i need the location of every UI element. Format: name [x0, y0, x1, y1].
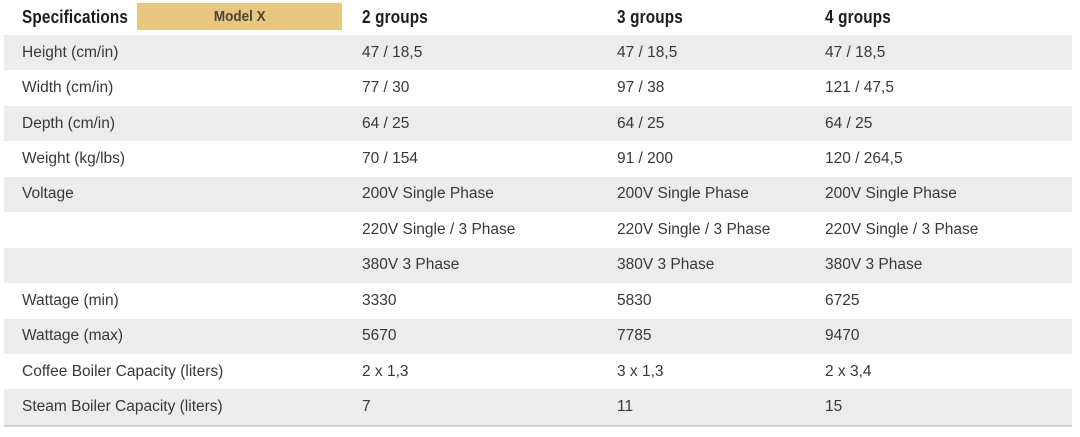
value-4-groups: 121 / 47,5: [825, 79, 894, 97]
value-3-groups: 380V 3 Phase: [617, 256, 715, 274]
row-label: Width (cm/in): [22, 79, 114, 97]
value-3-groups: 220V Single / 3 Phase: [617, 220, 771, 238]
value-2-groups: 7: [362, 398, 371, 416]
value-2-groups: 380V 3 Phase: [362, 256, 460, 274]
value-2-groups: 5670: [362, 327, 397, 345]
specifications-heading: Specifications: [22, 7, 129, 27]
table-header-row: Specifications 2 groups 3 groups 4 group…: [4, 0, 1072, 35]
value-3-groups: 7785: [617, 327, 652, 345]
row-label: Height (cm/in): [22, 43, 119, 61]
value-4-groups: 15: [825, 398, 843, 416]
value-3-groups: 5830: [617, 291, 652, 309]
value-4-groups: 2 x 3,4: [825, 362, 872, 380]
table-row: Width (cm/in) 77 / 30 97 / 38 121 / 47,5: [4, 70, 1072, 106]
value-2-groups: 70 / 154: [362, 150, 419, 168]
header-cell-specifications: Specifications: [4, 7, 362, 28]
table-row: Height (cm/in) 47 / 18,5 47 / 18,5 47 / …: [4, 35, 1072, 71]
table-row: Wattage (max) 5670 7785 9470: [4, 318, 1072, 354]
table-bottom-border: [4, 424, 1072, 427]
value-3-groups: 11: [617, 398, 634, 416]
value-3-groups: 47 / 18,5: [617, 43, 678, 61]
table-row: Depth (cm/in) 64 / 25 64 / 25 64 / 25: [4, 105, 1072, 142]
value-3-groups: 200V Single Phase: [617, 185, 749, 203]
row-label: Steam Boiler Capacity (liters): [22, 398, 223, 416]
table-row: Coffee Boiler Capacity (liters) 2 x 1,3 …: [4, 353, 1072, 390]
row-label: Wattage (min): [22, 291, 119, 309]
value-4-groups: 380V 3 Phase: [825, 256, 923, 274]
value-2-groups: 200V Single Phase: [362, 185, 494, 203]
row-label: Weight (kg/lbs): [22, 150, 126, 168]
value-3-groups: 97 / 38: [617, 79, 665, 97]
table-row: Steam Boiler Capacity (liters) 7 11 15: [4, 389, 1072, 425]
value-4-groups: 64 / 25: [825, 114, 873, 132]
column-header-4-groups: 4 groups: [825, 7, 891, 27]
header-cell-4-groups: 4 groups: [825, 7, 1072, 28]
model-x-badge: Model X: [137, 3, 342, 30]
model-x-badge-label: Model X: [213, 8, 266, 25]
value-4-groups: 120 / 264,5: [825, 150, 903, 168]
value-3-groups: 91 / 200: [617, 150, 674, 168]
row-label: Depth (cm/in): [22, 114, 116, 132]
row-label: Coffee Boiler Capacity (liters): [22, 362, 224, 380]
value-3-groups: 3 x 1,3: [617, 362, 664, 380]
table-row: Voltage 200V Single Phase 200V Single Ph…: [4, 176, 1072, 213]
value-2-groups: 3330: [362, 291, 397, 309]
table-row: 220V Single / 3 Phase 220V Single / 3 Ph…: [4, 212, 1072, 248]
header-cell-3-groups: 3 groups: [617, 7, 825, 28]
value-2-groups: 2 x 1,3: [362, 362, 409, 380]
value-2-groups: 77 / 30: [362, 79, 410, 97]
value-3-groups: 64 / 25: [617, 114, 665, 132]
value-2-groups: 64 / 25: [362, 114, 410, 132]
value-4-groups: 6725: [825, 291, 860, 309]
value-4-groups: 9470: [825, 327, 860, 345]
value-4-groups: 200V Single Phase: [825, 185, 957, 203]
value-4-groups: 220V Single / 3 Phase: [825, 220, 979, 238]
value-2-groups: 47 / 18,5: [362, 43, 423, 61]
table-row: 380V 3 Phase 380V 3 Phase 380V 3 Phase: [4, 247, 1072, 284]
header-cell-2-groups: 2 groups: [362, 7, 617, 28]
row-label: Voltage: [22, 185, 74, 203]
column-header-2-groups: 2 groups: [362, 7, 428, 27]
table-body: Height (cm/in) 47 / 18,5 47 / 18,5 47 / …: [4, 35, 1072, 425]
value-4-groups: 47 / 18,5: [825, 43, 886, 61]
specifications-table: Specifications 2 groups 3 groups 4 group…: [4, 0, 1072, 427]
column-header-3-groups: 3 groups: [617, 7, 683, 27]
row-label: Wattage (max): [22, 327, 124, 345]
value-2-groups: 220V Single / 3 Phase: [362, 220, 516, 238]
table-row: Weight (kg/lbs) 70 / 154 91 / 200 120 / …: [4, 141, 1072, 177]
table-row: Wattage (min) 3330 5830 6725: [4, 283, 1072, 319]
